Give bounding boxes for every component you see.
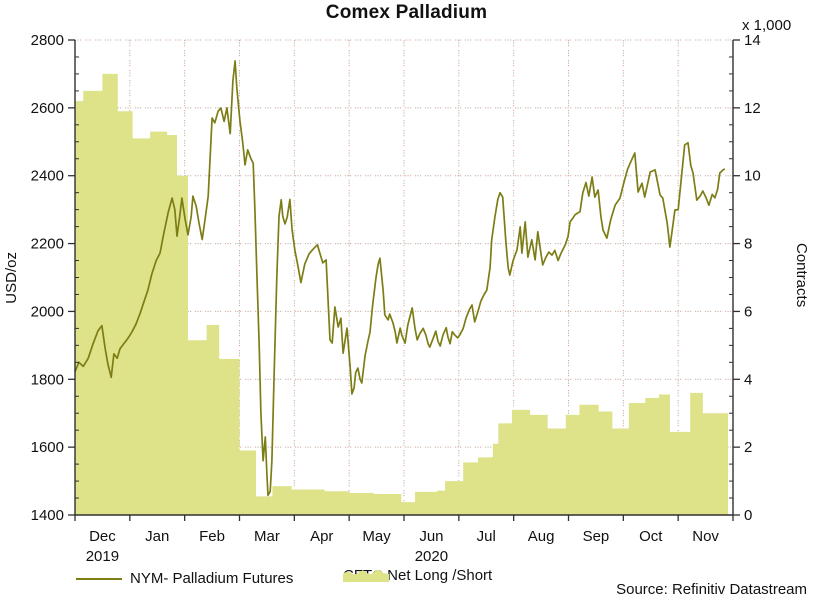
left-axis-tick-label: 2800	[31, 32, 64, 49]
month-label: Feb	[199, 528, 225, 545]
month-label: Oct	[639, 528, 663, 545]
left-axis-tick-label: 2200	[31, 236, 64, 253]
month-label: Apr	[310, 528, 333, 545]
right-axis-tick-label: 8	[744, 236, 752, 253]
right-axis-tick-label: 2	[744, 439, 752, 456]
line-series-swatch-icon	[76, 577, 122, 580]
right-axis-tick-label: 0	[744, 507, 752, 524]
right-axis-tick-label: 12	[744, 100, 761, 117]
left-axis-tick-label: 1800	[31, 371, 64, 388]
area-swatch-shape	[343, 569, 389, 582]
left-axis-tick-label: 2400	[31, 168, 64, 185]
left-axis-title: USD/oz	[3, 252, 20, 304]
month-label: Jun	[419, 528, 443, 545]
legend-label-futures: NYM- Palladium Futures	[130, 570, 294, 587]
left-axis-tick-label: 2000	[31, 303, 64, 320]
left-axis-tick-label: 1400	[31, 507, 64, 524]
left-axis-tick-label: 1600	[31, 439, 64, 456]
right-axis-tick-label: 4	[744, 371, 752, 388]
right-axis-tick-label: 10	[744, 168, 761, 185]
month-label: Nov	[692, 528, 719, 545]
chart-title: Comex Palladium	[325, 2, 488, 23]
year-label: 2019	[86, 548, 119, 565]
right-axis-multiplier: x 1,000	[742, 17, 792, 34]
month-label: Jul	[477, 528, 496, 545]
year-label: 2020	[415, 548, 448, 565]
cftc-net-long-area	[75, 73, 729, 515]
right-axis-title: Contracts	[793, 243, 810, 308]
legend-item-futures: NYM- Palladium Futures	[76, 570, 293, 587]
left-axis-tick-label: 2600	[31, 100, 64, 117]
area-series-swatch-icon	[343, 569, 389, 582]
palladium-futures-line	[74, 60, 726, 497]
month-label: Mar	[254, 528, 280, 545]
right-axis-tick-label: 6	[744, 303, 752, 320]
legend-item-cftc: CFTC Net Long /Short	[343, 567, 492, 584]
month-label: Jan	[145, 528, 169, 545]
month-label: May	[362, 528, 391, 545]
right-axis-tick-label: 14	[744, 32, 761, 49]
month-label: Sep	[583, 528, 610, 545]
month-label: Dec	[89, 528, 116, 545]
source-credit: Source: Refinitiv Datastream	[616, 581, 807, 598]
month-label: Aug	[528, 528, 555, 545]
